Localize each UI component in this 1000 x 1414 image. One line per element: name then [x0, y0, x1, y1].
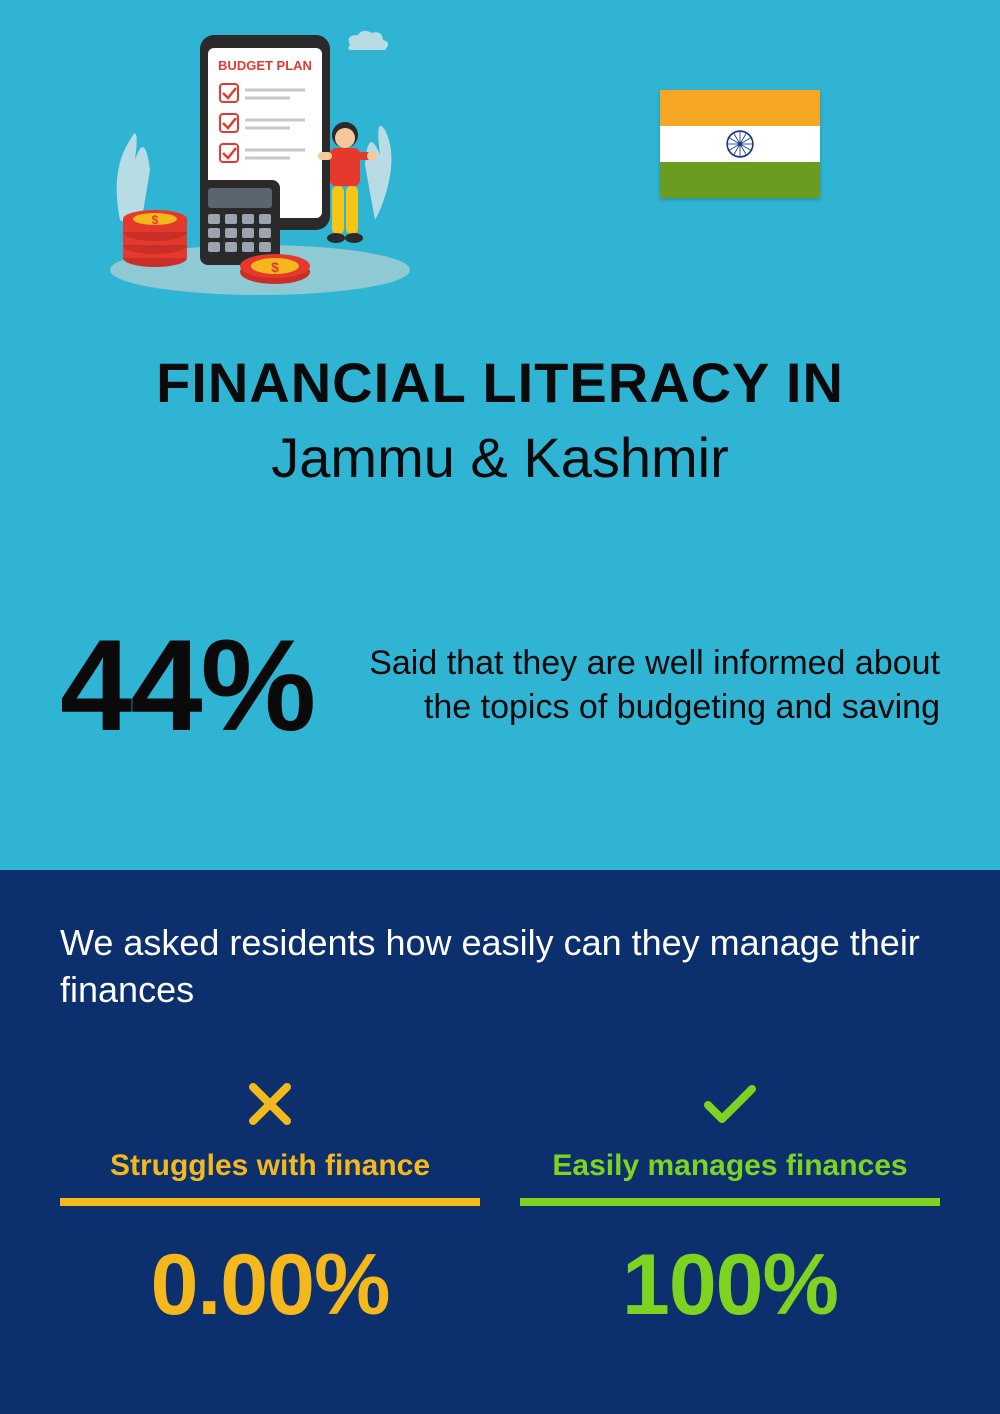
title-line-1: FINANCIAL LITERACY IN: [0, 350, 1000, 415]
bottom-section: We asked residents how easily can they m…: [0, 870, 1000, 1414]
struggles-column: Struggles with finance 0.00%: [60, 1074, 480, 1335]
top-section: BUDGET PLAN: [0, 0, 1000, 870]
flag-white-stripe: [660, 126, 820, 162]
cross-icon: [60, 1074, 480, 1134]
svg-text:$: $: [152, 213, 159, 227]
manages-value: 100%: [520, 1236, 940, 1335]
budget-illustration: BUDGET PLAN: [100, 20, 420, 300]
manages-label: Easily manages finances: [520, 1149, 940, 1183]
check-icon: [520, 1074, 940, 1134]
survey-question: We asked residents how easily can they m…: [60, 920, 940, 1014]
comparison-row: Struggles with finance 0.00% Easily mana…: [60, 1074, 940, 1335]
struggles-label: Struggles with finance: [60, 1149, 480, 1183]
ashoka-chakra-icon: [726, 130, 754, 158]
svg-text:$: $: [271, 259, 279, 275]
svg-text:BUDGET PLAN: BUDGET PLAN: [218, 58, 312, 73]
manages-divider: [520, 1198, 940, 1206]
title-line-2: Jammu & Kashmir: [0, 425, 1000, 490]
title-block: FINANCIAL LITERACY IN Jammu & Kashmir: [0, 350, 1000, 490]
manages-column: Easily manages finances 100%: [520, 1074, 940, 1335]
main-stat-block: 44% Said that they are well informed abo…: [60, 620, 940, 750]
main-stat-percent: 44%: [60, 620, 314, 750]
struggles-divider: [60, 1198, 480, 1206]
flag-saffron-stripe: [660, 90, 820, 126]
flag-green-stripe: [660, 162, 820, 198]
india-flag: [660, 90, 820, 198]
main-stat-description: Said that they are well informed about t…: [344, 641, 940, 729]
struggles-value: 0.00%: [60, 1236, 480, 1335]
